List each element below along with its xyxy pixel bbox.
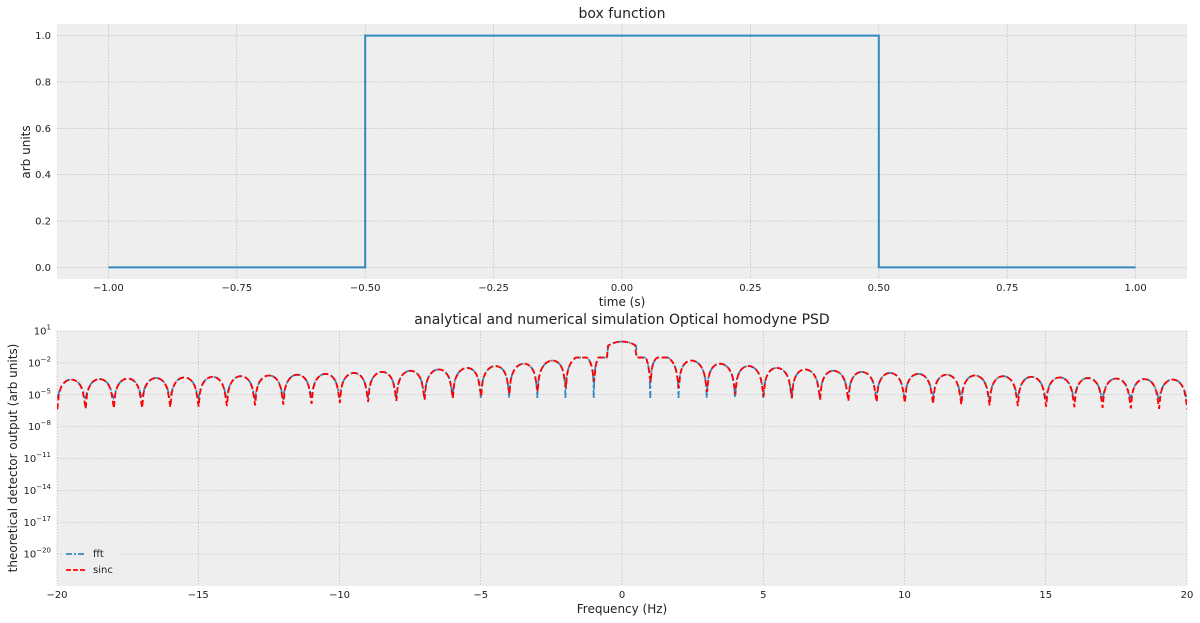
box-ytick-label: 0.6 [35,124,51,135]
psd-xtick-label: −5 [473,590,488,601]
box-function-axes: −1.00 −0.75 −0.50 −0.25 0.00 0.25 0.50 0.75 1.00… [19,6,1187,309]
psd-xtick-label: 15 [1039,590,1052,601]
box-xtick-label: 0.50 [868,283,890,294]
box-xtick-label: 0.25 [739,283,761,294]
box-ytick-label: 1.0 [35,31,51,42]
psd-plot-lines [57,340,1187,410]
box-xtick-label: −0.25 [478,283,509,294]
box-plot-ylabel: arb units [19,125,33,178]
psd-ytick-label: 10−17 [23,515,51,529]
psd-xtick-label: −15 [188,590,209,601]
psd-xtick-label: −10 [329,590,350,601]
psd-ytick-label: 10−11 [23,451,51,465]
box-xtick-label: −0.50 [350,283,381,294]
box-ytick-label: 0.2 [35,217,51,228]
box-series-line [108,34,1136,269]
psd-xtick-label: 10 [898,590,911,601]
legend-sinc-label: sinc [93,565,113,576]
sinc-series-line [57,340,1187,410]
psd-ytick-label: 10−5 [28,387,51,401]
box-xtick-label: 0.00 [611,283,633,294]
psd-plot-ticks: −20 −15 −10 −5 0 5 10 15 20 101 10−2 10−5 10−8 10−11 1… [23,324,1193,602]
psd-plot-title: analytical and numerical simulation Opti… [414,312,829,328]
psd-ytick-label: 10−8 [28,419,51,433]
psd-axes: −20 −15 −10 −5 0 5 10 15 20 101 10−2 10−5 10−8 10−11 1… [6,312,1193,616]
box-ytick-label: 0.8 [35,77,51,88]
psd-xtick-label: 20 [1181,590,1194,601]
box-xtick-label: −1.00 [93,283,124,294]
box-xtick-label: 1.00 [1125,283,1147,294]
box-xtick-label: 0.75 [996,283,1018,294]
psd-plot-xlabel: Frequency (Hz) [577,602,668,616]
psd-ytick-label: 10−2 [28,355,51,369]
psd-ytick-label: 10−20 [23,547,51,561]
box-ytick-label: 0.0 [35,263,51,274]
psd-xtick-label: 0 [619,590,625,601]
legend-fft-label: fft [93,549,104,560]
legend-box [62,543,118,580]
box-xtick-label: −0.75 [221,283,252,294]
box-ytick-label: 0.4 [35,170,51,181]
box-plot-ticks: −1.00 −0.75 −0.50 −0.25 0.00 0.25 0.50 0.75 1.00… [35,31,1147,294]
box-plot-lines [108,34,1136,269]
psd-legend: fft sinc [62,543,118,580]
psd-xtick-label: −20 [46,590,67,601]
psd-plot-ylabel: theoretical detector output (arb units) [6,344,20,573]
psd-ytick-label: 10−14 [23,483,51,497]
psd-plot-grid [56,330,1188,586]
box-plot-title: box function [579,6,666,22]
psd-ytick-label: 101 [34,324,51,338]
box-plot-xlabel: time (s) [599,295,646,309]
psd-xtick-label: 5 [760,590,766,601]
